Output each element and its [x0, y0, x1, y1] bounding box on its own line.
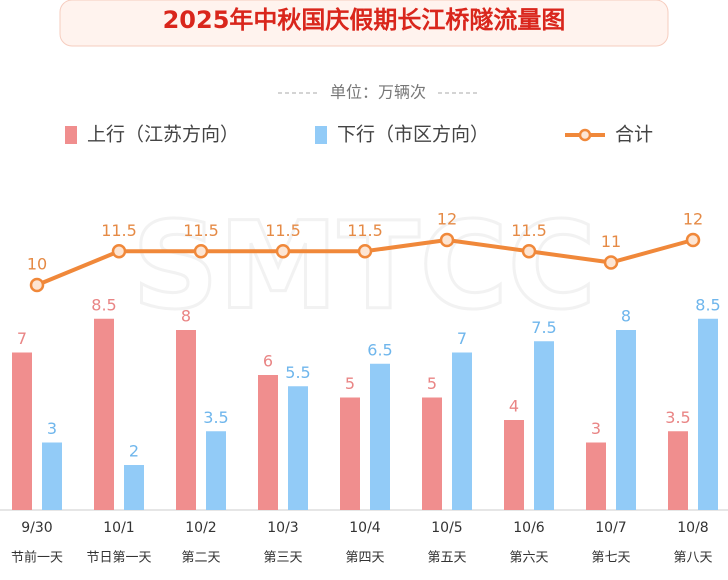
data-label: 5: [345, 374, 355, 393]
x-tick-label: 10/5: [431, 520, 462, 536]
x-tick-label: 10/7: [595, 520, 626, 536]
x-tick-note: 第二天: [181, 551, 220, 566]
legend-marker: [578, 128, 592, 142]
data-label: 3.5: [203, 408, 228, 427]
data-label: 7: [17, 329, 27, 348]
legend-label: 上行（江苏方向）: [87, 124, 239, 146]
data-label: 10: [27, 255, 47, 274]
bar: [94, 318, 114, 510]
bar: [12, 352, 32, 510]
watermark: SMTCC: [132, 198, 596, 337]
x-tick-note: 第三天: [263, 551, 302, 566]
bar: [340, 397, 360, 510]
data-label: 6.5: [367, 340, 392, 359]
line-marker: [111, 244, 127, 259]
data-label: 11.5: [265, 221, 301, 240]
data-label: 5.5: [285, 363, 310, 382]
x-tick-note: 第七天: [591, 551, 630, 566]
bar: [534, 341, 554, 510]
x-tick-label: 10/3: [267, 520, 298, 536]
bar: [176, 330, 196, 510]
legend-swatch: [315, 126, 327, 144]
bar: [258, 375, 278, 510]
chart-title: 2025年中秋国庆假期长江桥隧流量图: [163, 6, 566, 34]
x-tick-note: 节前一天: [11, 550, 63, 566]
data-label: 12: [437, 210, 457, 229]
line-marker: [357, 244, 373, 259]
line-marker: [521, 244, 537, 259]
line-marker: [275, 244, 291, 259]
data-label: 8: [181, 307, 191, 326]
x-tick-label: 10/8: [677, 520, 708, 536]
bar: [422, 397, 442, 510]
data-label: 11.5: [101, 221, 137, 240]
data-label: 8: [621, 307, 631, 326]
data-label: 11: [601, 232, 621, 251]
line-marker: [193, 244, 209, 259]
data-label: 3: [47, 419, 57, 438]
bar: [452, 352, 472, 510]
data-label: 7.5: [531, 318, 556, 337]
bar: [698, 318, 718, 510]
x-tick-note: 第四天: [345, 551, 384, 566]
data-label: 3.5: [665, 408, 690, 427]
data-label: 8.5: [91, 295, 116, 314]
data-label: 5: [427, 374, 437, 393]
data-label: 11.5: [183, 221, 219, 240]
x-tick-label: 10/6: [513, 520, 545, 536]
bar: [288, 386, 308, 510]
bar: [616, 330, 636, 510]
data-label: 11.5: [347, 221, 383, 240]
data-label: 2: [129, 442, 139, 461]
line-marker: [439, 232, 455, 248]
data-label: 4: [509, 397, 519, 416]
legend-label: 合计: [615, 124, 653, 146]
bar: [124, 465, 144, 510]
x-tick-note: 节日第一天: [86, 551, 151, 566]
x-tick-note: 第六天: [509, 551, 548, 566]
x-tick-note: 第五天: [427, 551, 466, 566]
bar: [206, 431, 226, 510]
line-marker: [29, 277, 45, 293]
legend-label: 下行（市区方向）: [337, 124, 489, 146]
line-marker: [603, 255, 619, 270]
bar: [370, 363, 390, 510]
x-tick-label: 10/2: [185, 520, 216, 536]
x-tick-label: 10/1: [103, 520, 134, 536]
data-label: 12: [683, 210, 703, 229]
bar: [504, 420, 524, 510]
bar: [42, 442, 62, 510]
legend-swatch: [65, 126, 77, 144]
data-label: 11.5: [511, 221, 547, 240]
title-box: [59, 0, 669, 47]
x-tick-label: 9/30: [21, 520, 52, 536]
data-label: 3: [591, 419, 601, 438]
data-label: 8.5: [695, 295, 720, 314]
bar: [668, 431, 688, 510]
data-label: 7: [457, 329, 467, 348]
subtitle: 单位：万辆次: [330, 83, 426, 102]
bar: [586, 442, 606, 510]
x-tick-note: 第八天: [673, 551, 712, 566]
x-tick-label: 10/4: [349, 520, 381, 536]
data-label: 6: [263, 352, 273, 371]
line-marker: [685, 232, 701, 248]
